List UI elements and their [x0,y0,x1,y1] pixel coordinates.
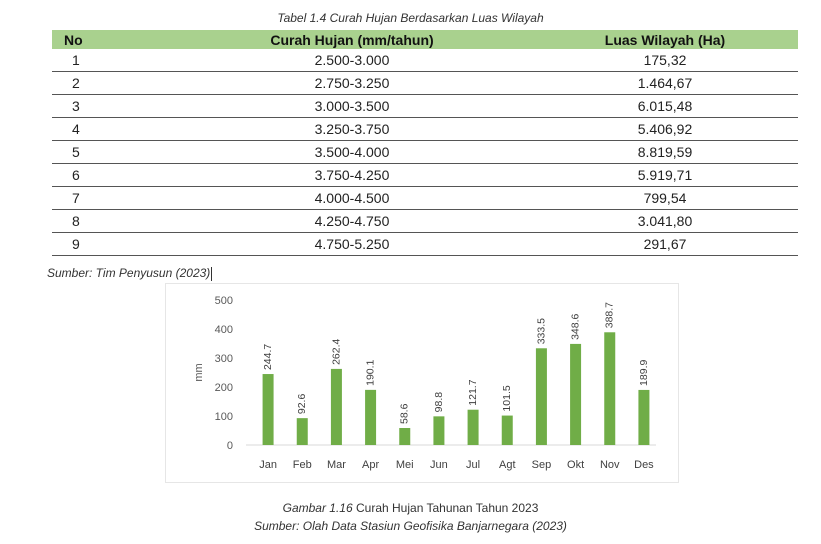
bar-value-label: 244.7 [262,344,274,370]
bar-value-label: 348.6 [570,313,582,339]
table-caption: Tabel 1.4 Curah Hujan Berdasarkan Luas W… [277,11,544,25]
cell-rainfall: 3.500-4.000 [172,140,532,164]
bar-jan [262,374,274,445]
table-row: 9 4.750-5.250 291,67 [52,232,798,256]
table-row: 4 3.250-3.750 5.406,92 [52,117,798,141]
y-tick-label: 0 [227,440,233,452]
y-tick-label: 300 [215,353,233,365]
bar-feb [296,418,308,445]
table-row: 7 4.000-4.500 799,54 [52,186,798,210]
text-cursor [211,266,213,281]
y-tick-label: 500 [215,295,233,307]
cell-area: 5.406,92 [532,117,798,141]
cell-no: 8 [52,209,172,233]
cell-area: 6.015,48 [532,94,798,118]
cell-no: 5 [52,140,172,164]
bar-nov [604,332,616,445]
bar-value-label: 262.4 [330,338,342,364]
bar-value-label: 98.8 [433,392,445,413]
x-tick-label: Feb [293,459,312,471]
bar-okt [570,343,582,445]
cell-no: 7 [52,186,172,210]
cell-area: 799,54 [532,186,798,210]
bar-jul [467,409,479,445]
table-row: 2 2.750-3.250 1.464,67 [52,71,798,95]
x-tick-label: Jan [259,459,277,471]
rainfall-chart-svg: 0 100 200 300 400 500 mm 244.7 Jan 92.6 Feb 262.4 Ma… [193,295,656,471]
cell-rainfall: 4.250-4.750 [172,209,532,233]
bar-value-label: 121.7 [467,379,479,405]
bar-mei [399,428,411,445]
table-row: 1 2.500-3.000 175,32 [52,49,798,72]
figure-caption-prefix: Gambar 1.16 [282,501,353,515]
cell-area: 291,67 [532,232,798,256]
header-no: No [52,30,172,49]
table-row: 5 3.500-4.000 8.819,59 [52,140,798,164]
cell-no: 9 [52,232,172,256]
x-tick-label: Sep [532,459,552,471]
x-tick-label: Jun [430,459,448,471]
cell-rainfall: 4.750-5.250 [172,232,532,256]
table-row: 8 4.250-4.750 3.041,80 [52,209,798,233]
cell-no: 3 [52,94,172,118]
table-source-text: Sumber: Tim Penyusun (2023) [47,266,211,280]
bar-agt [501,415,513,445]
table-header-row: No Curah Hujan (mm/tahun) Luas Wilayah (… [52,30,798,49]
bar-sep [535,348,547,445]
x-tick-label: Mei [396,459,414,471]
bar-value-label: 190.1 [365,359,377,385]
cell-no: 2 [52,71,172,95]
cell-no: 1 [52,49,172,72]
y-tick-label: 100 [215,411,233,423]
y-tick-label: 200 [215,382,233,394]
cell-area: 5.919,71 [532,163,798,187]
x-tick-label: Des [634,459,654,471]
x-tick-label: Apr [362,459,379,471]
figure-caption-text: Curah Hujan Tahunan Tahun 2023 [352,501,539,515]
table-row: 3 3.000-3.500 6.015,48 [52,94,798,118]
rainfall-chart: 0 100 200 300 400 500 mm 244.7 Jan 92.6 Feb 262.4 Ma… [165,283,679,483]
bar-des [638,389,650,445]
cell-rainfall: 2.750-3.250 [172,71,532,95]
figure-source: Sumber: Olah Data Stasiun Geofisika Banj… [254,519,567,533]
bar-value-label: 333.5 [535,318,547,344]
bar-value-label: 388.7 [604,302,616,328]
cell-rainfall: 2.500-3.000 [172,49,532,72]
cell-rainfall: 3.750-4.250 [172,163,532,187]
figure-caption: Gambar 1.16 Curah Hujan Tahunan Tahun 20… [0,501,821,515]
bar-mar [330,368,342,445]
cell-area: 1.464,67 [532,71,798,95]
cell-no: 6 [52,163,172,187]
bar-apr [365,389,377,445]
header-rainfall: Curah Hujan (mm/tahun) [172,30,532,49]
bar-value-label: 58.6 [399,403,411,424]
x-tick-label: Agt [499,459,516,471]
x-tick-label: Mar [327,459,346,471]
cell-no: 4 [52,117,172,141]
bar-value-label: 189.9 [638,359,650,385]
y-tick-label: 400 [215,324,233,336]
cell-rainfall: 3.250-3.750 [172,117,532,141]
x-tick-label: Nov [600,459,620,471]
header-area: Luas Wilayah (Ha) [532,30,798,49]
y-axis-label: mm [193,363,205,381]
cell-rainfall: 3.000-3.500 [172,94,532,118]
x-tick-label: Okt [567,459,584,471]
cell-area: 175,32 [532,49,798,72]
x-tick-label: Jul [466,459,480,471]
bar-jun [433,416,445,445]
rainfall-table: No Curah Hujan (mm/tahun) Luas Wilayah (… [52,30,798,256]
cell-rainfall: 4.000-4.500 [172,186,532,210]
cell-area: 3.041,80 [532,209,798,233]
cell-area: 8.819,59 [532,140,798,164]
table-row: 6 3.750-4.250 5.919,71 [52,163,798,187]
bar-value-label: 92.6 [296,394,308,415]
table-source: Sumber: Tim Penyusun (2023) [47,266,213,281]
bar-value-label: 101.5 [501,385,513,411]
